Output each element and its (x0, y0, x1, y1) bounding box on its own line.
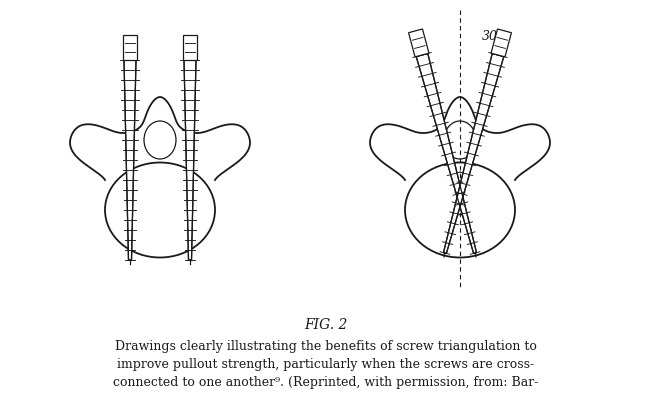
Polygon shape (184, 60, 196, 260)
Polygon shape (123, 35, 137, 60)
Text: improve pullout strength, particularly when the screws are cross-: improve pullout strength, particularly w… (117, 358, 535, 371)
Polygon shape (416, 53, 477, 254)
Polygon shape (183, 35, 197, 60)
Text: Drawings clearly illustrating the benefits of screw triangulation to: Drawings clearly illustrating the benefi… (115, 340, 537, 353)
Text: FIG. 2: FIG. 2 (304, 318, 348, 332)
Polygon shape (124, 60, 136, 260)
Polygon shape (443, 53, 504, 254)
Polygon shape (491, 29, 511, 57)
Polygon shape (409, 29, 429, 57)
Text: connected to one another⁹. (Reprinted, with permission, from: Bar-: connected to one another⁹. (Reprinted, w… (113, 376, 539, 389)
Text: 30°: 30° (482, 30, 504, 43)
